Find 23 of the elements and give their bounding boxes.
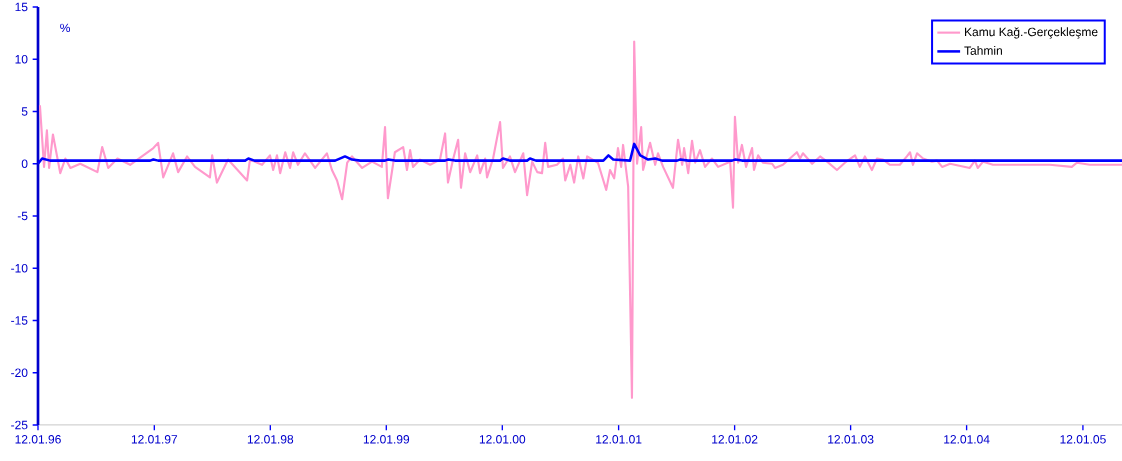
y-tick-label: 0 bbox=[21, 159, 28, 169]
legend-label: Kamu Kağ.-Gerçekleşme bbox=[965, 27, 1098, 39]
y-tick-label: -15 bbox=[11, 316, 28, 325]
x-tick-label: 12.01.96 bbox=[15, 435, 61, 444]
y-tick-label: 5 bbox=[21, 107, 28, 116]
y-axis-title: % bbox=[60, 23, 71, 33]
x-tick-label: 12.01.99 bbox=[363, 435, 410, 444]
x-tick-label: 12.01.01 bbox=[596, 435, 642, 444]
line-series bbox=[38, 40, 1122, 399]
x-tick-label: 12.01.97 bbox=[131, 435, 178, 444]
y-tick-label: -20 bbox=[11, 368, 28, 378]
x-tick-label: 12.01.05 bbox=[1060, 435, 1106, 444]
x-tick-label: 12.01.98 bbox=[247, 435, 294, 444]
legend-label: Tahmin bbox=[964, 46, 1002, 55]
x-tick-label: 12.01.00 bbox=[479, 435, 526, 444]
x-tick-label: 12.01.03 bbox=[828, 435, 874, 444]
x-tick-label: 12.01.04 bbox=[944, 435, 990, 444]
y-tick-label: -5 bbox=[17, 211, 28, 221]
x-tick-label: 12.01.02 bbox=[712, 435, 758, 444]
y-tick-label: 10 bbox=[15, 55, 28, 64]
y-tick-label: 15 bbox=[15, 2, 28, 12]
y-tick-label: -10 bbox=[11, 264, 28, 273]
y-tick-label: -25 bbox=[11, 420, 28, 430]
